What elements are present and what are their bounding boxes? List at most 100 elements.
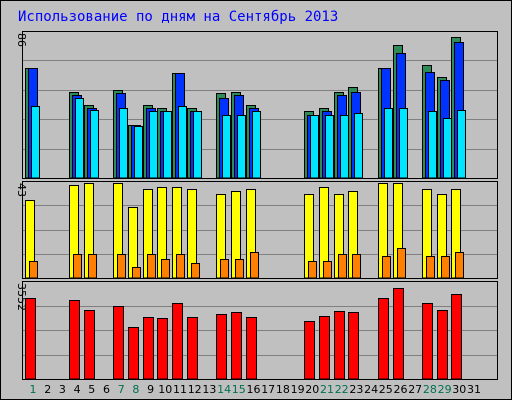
x-label-day-3: 3 <box>59 383 66 396</box>
panel-bottom: 3552 <box>15 281 498 380</box>
x-label-day-14: 14 <box>217 383 231 396</box>
bar-middle-s2-day-26 <box>397 248 406 279</box>
bar-middle-s2-day-16 <box>250 252 259 279</box>
bar-bottom-s1-day-12 <box>187 317 198 380</box>
bar-top-s3-day-12 <box>193 111 202 179</box>
bar-bottom-s1-day-11 <box>172 303 183 380</box>
bar-bottom-s1-day-25 <box>378 298 389 380</box>
bar-bottom-s1-day-30 <box>451 294 462 380</box>
bar-middle-s2-day-8 <box>132 267 141 279</box>
bar-bottom-s1-day-15 <box>231 312 242 380</box>
x-label-day-7: 7 <box>118 383 125 396</box>
bar-middle-s2-day-15 <box>235 259 244 279</box>
y-scale-label-middle: 43 <box>15 183 28 197</box>
bar-middle-s2-day-30 <box>455 252 464 279</box>
bar-middle-s2-day-14 <box>220 259 229 279</box>
bar-middle-s2-day-4 <box>73 254 82 279</box>
bar-top-s3-day-30 <box>457 110 466 179</box>
bar-middle-s2-day-22 <box>338 254 347 279</box>
x-label-day-20: 20 <box>305 383 319 396</box>
x-label-day-31: 31 <box>467 383 481 396</box>
y-scale-label-top: 86 <box>15 33 28 47</box>
bar-top-s3-day-8 <box>134 126 143 179</box>
bar-middle-s2-day-25 <box>382 256 391 279</box>
x-label-day-13: 13 <box>202 383 216 396</box>
x-label-day-15: 15 <box>232 383 246 396</box>
bar-bottom-s1-day-28 <box>422 303 433 380</box>
bar-middle-s2-day-1 <box>29 261 38 279</box>
x-label-day-11: 11 <box>173 383 187 396</box>
x-label-day-6: 6 <box>103 383 110 396</box>
x-label-day-29: 29 <box>438 383 452 396</box>
x-label-day-1: 1 <box>30 383 37 396</box>
x-label-day-12: 12 <box>188 383 202 396</box>
x-label-day-28: 28 <box>423 383 437 396</box>
x-label-day-9: 9 <box>147 383 154 396</box>
x-label-day-23: 23 <box>349 383 363 396</box>
bar-top-s3-day-20 <box>310 115 319 179</box>
bar-middle-s2-day-10 <box>161 259 170 279</box>
bar-bottom-s1-day-14 <box>216 314 227 380</box>
x-label-day-18: 18 <box>276 383 290 396</box>
chart-title: Использование по дням на Сентябрь 2013 <box>18 9 338 25</box>
bar-bottom-s1-day-21 <box>319 316 330 380</box>
bar-middle-s2-day-7 <box>117 254 126 279</box>
x-label-day-2: 2 <box>44 383 51 396</box>
bar-bottom-s1-day-29 <box>437 310 448 380</box>
x-label-day-17: 17 <box>261 383 275 396</box>
bar-middle-s2-day-20 <box>308 261 317 279</box>
x-label-day-30: 30 <box>452 383 466 396</box>
x-label-day-19: 19 <box>291 383 305 396</box>
bar-bottom-s1-day-1 <box>25 298 36 380</box>
bar-bottom-s1-day-22 <box>334 311 345 380</box>
bar-top-s3-day-15 <box>237 115 246 179</box>
bar-middle-s2-day-5 <box>88 254 97 279</box>
bar-top-s3-day-21 <box>325 115 334 179</box>
bar-top-s3-day-4 <box>75 98 84 179</box>
x-label-day-24: 24 <box>364 383 378 396</box>
bar-top-s3-day-28 <box>428 111 437 179</box>
bar-middle-s2-day-9 <box>147 254 156 279</box>
bar-top-s3-day-11 <box>178 106 187 179</box>
bar-bottom-s1-day-23 <box>348 312 359 380</box>
bar-top-s3-day-16 <box>252 111 261 179</box>
x-label-day-4: 4 <box>74 383 81 396</box>
bar-top-s3-day-1 <box>31 106 40 179</box>
bar-middle-s2-day-21 <box>323 261 332 279</box>
bar-bottom-s1-day-20 <box>304 321 315 380</box>
bar-bottom-s1-day-16 <box>246 317 257 380</box>
bar-bottom-s1-day-7 <box>113 306 124 380</box>
bar-top-s3-day-29 <box>443 118 452 179</box>
bar-middle-s2-day-11 <box>176 254 185 279</box>
bar-bottom-s1-day-4 <box>69 300 80 380</box>
bar-top-s3-day-25 <box>384 108 393 179</box>
x-label-day-8: 8 <box>132 383 139 396</box>
bar-bottom-s1-day-26 <box>393 288 404 380</box>
bar-top-s3-day-7 <box>119 108 128 179</box>
x-label-day-5: 5 <box>88 383 95 396</box>
x-label-day-26: 26 <box>394 383 408 396</box>
bar-middle-s2-day-12 <box>191 263 200 279</box>
y-scale-label-bottom: 3552 <box>15 283 28 311</box>
bar-top-s3-day-23 <box>354 113 363 179</box>
panel-middle: 43 <box>15 181 498 279</box>
x-label-day-10: 10 <box>158 383 172 396</box>
panel-top: 86 <box>15 31 498 179</box>
x-label-day-27: 27 <box>408 383 422 396</box>
bar-top-s3-day-22 <box>340 115 349 179</box>
bar-bottom-s1-day-10 <box>157 318 168 380</box>
x-axis-labels: 1 2 3 4 5 6 7 8 9 10 11 12 13 14 15 16 17 18 19 20 21 22 23 24 2… <box>30 383 482 396</box>
bar-middle-s2-day-28 <box>426 256 435 279</box>
bar-middle-s2-day-29 <box>441 256 450 279</box>
bar-top-s3-day-5 <box>90 110 99 179</box>
x-label-day-22: 22 <box>335 383 349 396</box>
bar-bottom-s1-day-8 <box>128 327 139 380</box>
bar-bottom-s1-day-5 <box>84 310 95 380</box>
bar-bottom-s1-day-9 <box>143 317 154 380</box>
x-label-day-21: 21 <box>320 383 334 396</box>
chart-panels: 86 43 3552 <box>15 31 498 380</box>
bar-top-s3-day-10 <box>163 111 172 179</box>
bar-middle-s2-day-23 <box>352 254 361 279</box>
